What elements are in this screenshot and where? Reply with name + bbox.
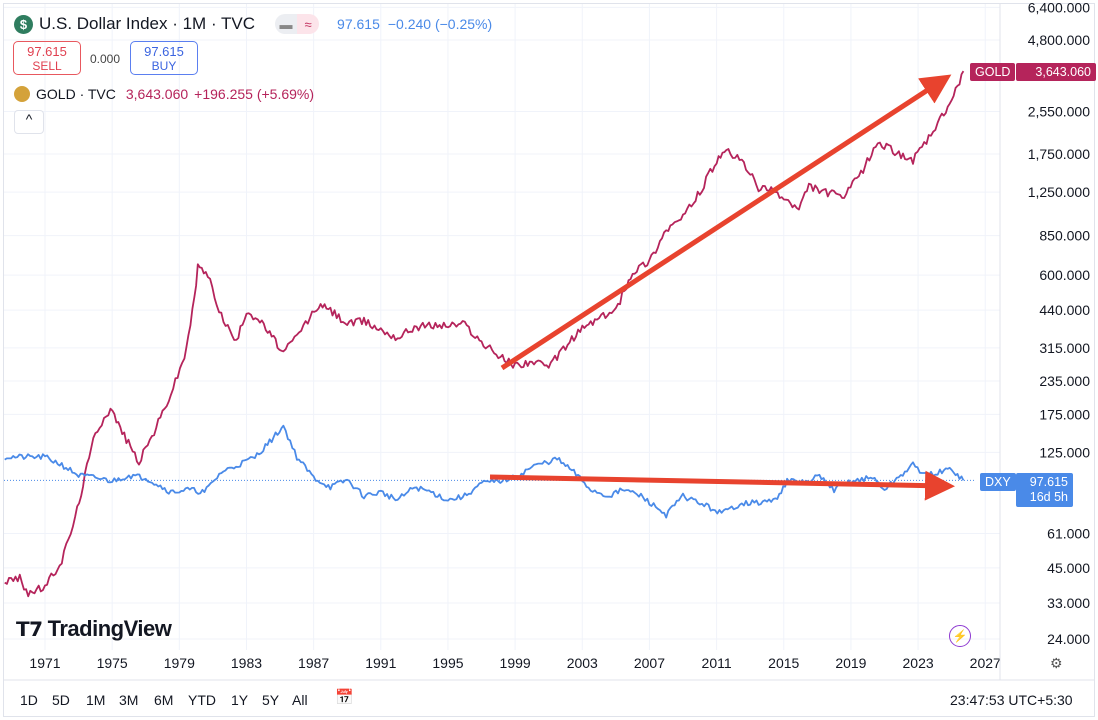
gold-legend: GOLD · TVC 3,643.060 +196.255 (+5.69%) [14, 86, 314, 102]
range-button-1y[interactable]: 1Y [231, 692, 249, 708]
symbol-title[interactable]: U.S. Dollar Index · 1M · TVC [39, 14, 256, 33]
buy-button[interactable]: 97.615 BUY [130, 41, 198, 75]
gold-trend-arrow [500, 74, 952, 371]
dxy-price: 97.615 [337, 16, 380, 32]
chart-frame [3, 3, 1095, 717]
x-tick-label: 2027 [970, 655, 1001, 671]
y-tick-label: 850.000 [1039, 228, 1090, 244]
range-button-ytd[interactable]: YTD [188, 692, 216, 708]
collapse-legend-button[interactable]: ^ [14, 110, 44, 134]
gold-change: +196.255 (+5.69%) [194, 86, 315, 102]
x-tick-label: 2003 [567, 655, 598, 671]
y-tick-label: 600.000 [1039, 267, 1090, 283]
buy-label: BUY [151, 59, 177, 73]
range-button-5y[interactable]: 5Y [262, 692, 280, 708]
dxy-countdown: 16d 5h [1029, 490, 1068, 504]
tradingview-logo[interactable]: 𝗧𝟳 TradingView [16, 616, 172, 641]
sell-label: SELL [32, 59, 62, 73]
x-tick-label: 1979 [164, 655, 195, 671]
x-tick-label: 1971 [29, 655, 60, 671]
dxy-change: −0.240 (−0.25%) [387, 16, 493, 32]
dxy-value-label: 97.615 16d 5h [1016, 473, 1073, 507]
x-tick-label: 1975 [97, 655, 128, 671]
y-tick-label: 4,800.000 [1028, 32, 1090, 48]
x-tick-label: 2011 [702, 655, 732, 671]
date-range-calendar-icon[interactable]: 📅 [335, 689, 354, 706]
y-tick-label: 315.000 [1039, 340, 1090, 356]
range-button-1d[interactable]: 1D [20, 692, 38, 708]
range-button-6m[interactable]: 6M [154, 692, 174, 708]
range-button-5d[interactable]: 5D [52, 692, 70, 708]
gold-value-label: 3,643.060 [1016, 63, 1096, 81]
y-tick-label: 125.000 [1039, 444, 1090, 460]
x-tick-label: 1991 [365, 655, 396, 671]
sell-price: 97.615 [27, 44, 67, 59]
y-tick-label: 1,750.000 [1028, 146, 1090, 162]
dollar-icon: $ [14, 14, 33, 34]
gold-icon [14, 86, 30, 102]
gold-tag: GOLD [970, 63, 1016, 81]
lightning-icon[interactable]: ⚡ [949, 625, 971, 647]
compare-icon[interactable]: ≈ [297, 14, 320, 34]
range-button-1m[interactable]: 1M [86, 692, 106, 708]
visibility-toggle[interactable]: ▬ ≈ [275, 14, 320, 34]
range-button-all[interactable]: All [292, 692, 308, 708]
hide-icon[interactable]: ▬ [275, 14, 298, 34]
dxy-tag: DXY [980, 473, 1016, 491]
y-tick-label: 6,400.000 [1028, 0, 1090, 15]
x-tick-label: 2019 [835, 655, 866, 671]
clock[interactable]: 23:47:53 UTC+5:30 [950, 692, 1073, 708]
sell-button[interactable]: 97.615 SELL [13, 41, 81, 75]
y-tick-label: 1,250.000 [1028, 184, 1090, 200]
x-tick-label: 2023 [903, 655, 934, 671]
dxy-trend-arrow [489, 470, 955, 501]
range-button-3m[interactable]: 3M [119, 692, 139, 708]
series-line-gold [4, 70, 965, 598]
series-line-dxy [4, 424, 965, 519]
gold-name[interactable]: GOLD · TVC [36, 86, 116, 102]
settings-gear-icon[interactable]: ⚙ [1050, 655, 1063, 671]
y-tick-label: 440.000 [1039, 302, 1090, 318]
y-tick-label: 45.000 [1047, 560, 1090, 576]
x-tick-label: 1987 [298, 655, 329, 671]
y-tick-label: 61.000 [1047, 526, 1090, 542]
x-tick-label: 1999 [500, 655, 531, 671]
dxy-value: 97.615 [1029, 475, 1068, 489]
spread: 0.000 [90, 52, 121, 66]
y-tick-label: 24.000 [1047, 631, 1090, 647]
gold-price: 3,643.060 [125, 86, 189, 102]
x-tick-label: 1983 [231, 655, 262, 671]
y-tick-label: 175.000 [1039, 406, 1090, 422]
y-tick-label: 235.000 [1039, 373, 1090, 389]
y-tick-label: 2,550.000 [1028, 103, 1090, 119]
x-tick-label: 2007 [634, 655, 665, 671]
symbol-header: $ U.S. Dollar Index · 1M · TVC ▬ ≈ 97.61… [14, 14, 492, 34]
x-tick-label: 1995 [432, 655, 463, 671]
buy-price: 97.615 [144, 44, 184, 59]
x-tick-label: 2015 [768, 655, 799, 671]
y-tick-label: 33.000 [1047, 595, 1090, 611]
